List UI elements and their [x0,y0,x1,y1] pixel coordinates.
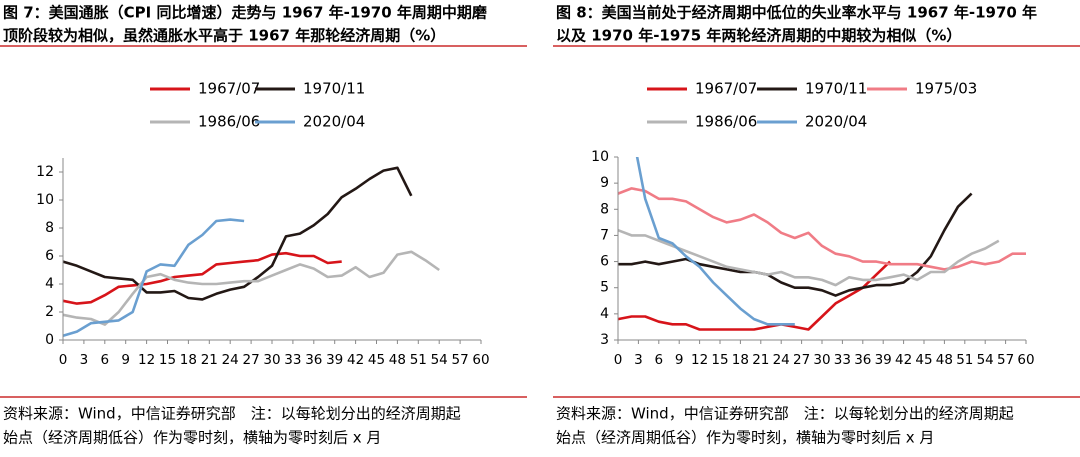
x-tick-label: 48 [936,352,953,368]
y-tick-label: 9 [600,175,609,191]
x-tick-label: 51 [956,352,973,368]
x-tick-label: 42 [895,352,912,368]
x-tick-label: 39 [326,352,343,368]
legend-label: 1986/06 [198,113,260,131]
series-line [617,260,891,331]
legend-label: 1967/07 [695,80,757,98]
chart-title: 图 7：美国通胀（CPI 同比增速）走势与 1967 年-1970 年周期中期磨 [3,4,488,22]
x-tick-label: 33 [284,352,301,368]
legend-label: 2020/04 [303,113,365,131]
x-tick-label: 18 [180,352,197,368]
series-line [617,187,1026,271]
series-line [617,228,1000,287]
x-tick-label: 3 [80,352,89,368]
x-tick-label: 6 [655,352,664,368]
x-tick-label: 60 [472,352,489,368]
x-tick-label: 30 [813,352,830,368]
chart-title: 顶阶段较为相似，虽然通胀水平高于 1967 年那轮经济周期（%） [3,27,445,45]
y-tick-label: 10 [36,192,54,208]
plot-area [62,166,440,338]
source-note: 始点（经济周期低谷）作为零时刻，横轴为零时刻后 x 月 [556,429,934,447]
x-tick-label: 54 [431,352,448,368]
x-tick-label: 36 [305,352,322,368]
source-note: 资料来源：Wind，中信证券研究部 注：以每轮划分出的经济周期起 [3,405,461,423]
legend-label: 1967/07 [198,80,260,98]
legend-label: 1970/11 [805,80,867,98]
chart-title: 图 8：美国当前处于经济周期中低位的失业率水平与 1967 年-1970 年 [556,4,1037,22]
x-tick-label: 48 [389,352,406,368]
x-tick-label: 12 [138,352,155,368]
series-line [62,166,413,301]
x-tick-label: 36 [854,352,871,368]
x-tick-label: 6 [101,352,110,368]
x-tick-label: 27 [793,352,810,368]
chart-title: 以及 1970 年-1975 年两轮经济周期的中期较为相似（%） [556,27,961,45]
x-tick-label: 0 [59,352,68,368]
y-tick-label: 8 [600,201,609,217]
x-tick-label: 51 [410,352,427,368]
x-tick-label: 21 [752,352,769,368]
source-note: 资料来源：Wind，中信证券研究部 注：以每轮划分出的经济周期起 [556,405,1014,423]
y-tick-label: 4 [45,276,54,292]
x-tick-label: 24 [222,352,239,368]
x-tick-label: 15 [159,352,176,368]
series-line [62,250,440,326]
legend-label: 1975/03 [915,80,977,98]
x-tick-label: 12 [691,352,708,368]
y-tick-label: 6 [600,254,609,270]
y-tick-label: 0 [45,332,54,348]
x-tick-label: 30 [263,352,280,368]
y-tick-label: 5 [600,280,609,296]
x-tick-label: 54 [977,352,994,368]
x-tick-label: 9 [121,352,130,368]
x-tick-label: 45 [368,352,385,368]
x-tick-label: 27 [243,352,260,368]
series-line [62,251,342,305]
x-tick-label: 15 [711,352,728,368]
legend-label: 2020/04 [805,113,867,131]
legend-label: 1986/06 [695,113,757,131]
x-tick-label: 18 [732,352,749,368]
series-line [635,157,795,326]
x-tick-label: 9 [675,352,684,368]
y-tick-label: 12 [36,164,54,180]
y-tick-label: 8 [45,220,54,236]
y-tick-label: 10 [591,149,609,165]
y-tick-label: 2 [45,304,54,320]
y-tick-label: 7 [600,227,609,243]
x-tick-label: 3 [634,352,643,368]
x-tick-label: 33 [834,352,851,368]
x-tick-label: 21 [201,352,218,368]
x-tick-label: 42 [347,352,364,368]
y-tick-label: 3 [600,332,609,348]
x-tick-label: 0 [614,352,623,368]
x-tick-label: 39 [875,352,892,368]
x-tick-label: 24 [773,352,790,368]
plot-area [617,157,1026,331]
x-tick-label: 57 [452,352,469,368]
source-note: 始点（经济周期低谷）作为零时刻，横轴为零时刻后 x 月 [3,429,381,447]
x-tick-label: 45 [915,352,932,368]
series-line [618,192,973,297]
series-line [62,218,245,338]
x-tick-label: 60 [1017,352,1034,368]
legend-label: 1970/11 [303,80,365,98]
y-tick-label: 6 [45,248,54,264]
y-tick-label: 4 [600,306,609,322]
x-tick-label: 57 [997,352,1014,368]
